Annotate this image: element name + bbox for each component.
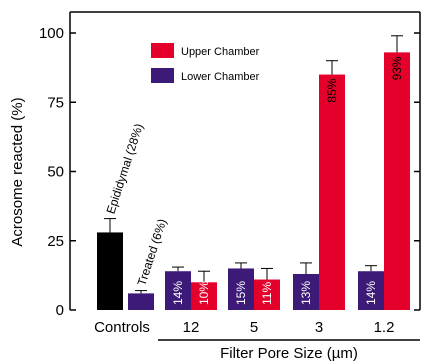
bar-upper-chamber: [384, 52, 410, 310]
y-tick-label: 0: [56, 302, 64, 319]
bar-annotation-epididymal: Epididymal (28%): [104, 122, 146, 216]
x-axis-title: Filter Pore Size (µm): [220, 345, 358, 362]
x-tick-label: 3: [315, 319, 323, 336]
bar-upper-chamber: [191, 282, 217, 310]
x-tick-label: 1.2: [374, 319, 395, 336]
bar-upper-chamber: [254, 279, 280, 310]
bar-label-upper: 11%: [260, 282, 274, 305]
x-tick-label: 5: [250, 319, 258, 336]
bar-label-lower: 14%: [364, 281, 378, 305]
x-tick-label-controls: Controls: [94, 319, 150, 336]
bar-annotation-treated: Treated (6%): [135, 217, 170, 288]
bar-label-upper: 85%: [325, 78, 339, 102]
y-axis-title: Acrosome reacted (%): [9, 97, 26, 246]
bar-label-upper: 10%: [197, 281, 211, 305]
bar-lower-chamber: [165, 271, 191, 310]
bar-label-lower: 13%: [299, 281, 313, 305]
legend-label-upper: Upper Chamber: [181, 46, 260, 58]
x-tick-label: 12: [183, 319, 200, 336]
y-tick-label: 25: [47, 233, 64, 250]
legend-swatch-lower: [151, 68, 174, 83]
plot-area: 0 25 50 75 100 Acrosome reacted (%) Epididymal…: [9, 11, 421, 362]
bar-control-treated: [128, 293, 154, 310]
y-tick-label: 100: [39, 25, 64, 42]
legend-swatch-upper: [151, 43, 174, 58]
bar-lower-chamber: [228, 268, 254, 310]
y-tick-label: 75: [47, 94, 64, 111]
bar-upper-chamber: [319, 74, 345, 310]
bar-label-upper: 93%: [390, 56, 404, 80]
bar-label-lower: 14%: [171, 281, 185, 305]
legend-label-lower: Lower Chamber: [181, 71, 260, 83]
bar-label-lower: 15%: [234, 281, 248, 305]
y-tick-label: 50: [47, 164, 64, 181]
bar-control-epididymal: [97, 232, 123, 310]
bar-lower-chamber: [293, 273, 319, 310]
bar-lower-chamber: [358, 271, 384, 310]
